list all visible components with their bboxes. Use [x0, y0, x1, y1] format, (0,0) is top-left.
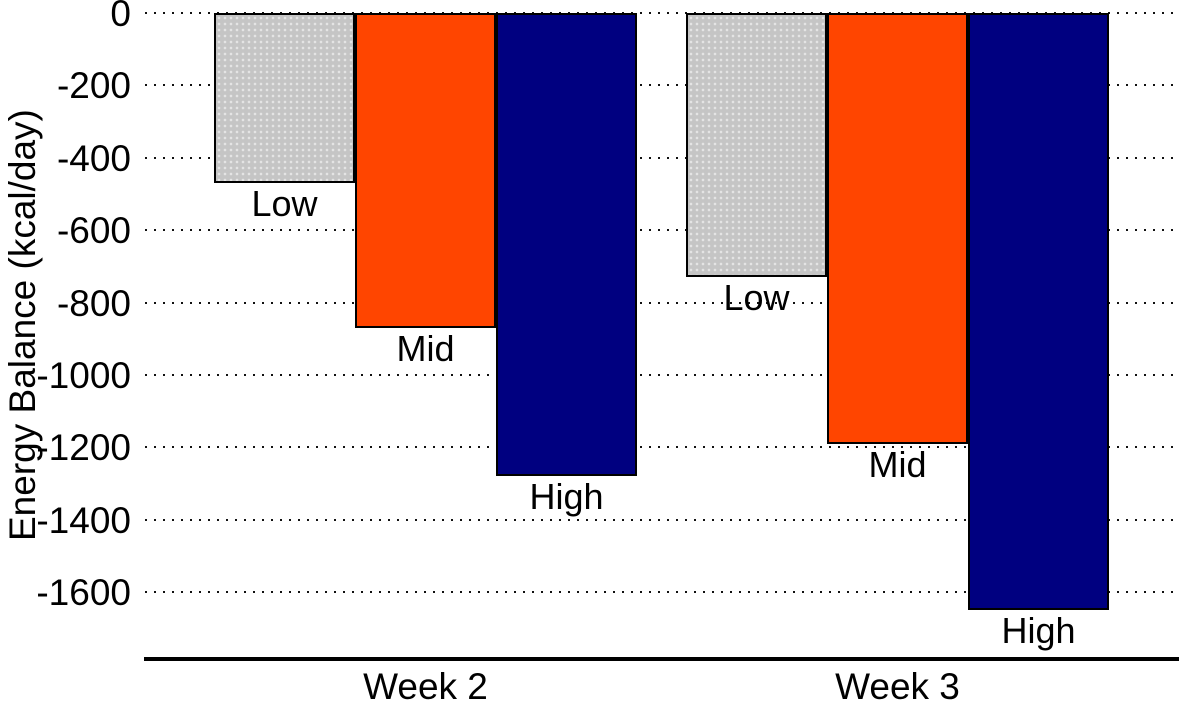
gridline--600: [145, 229, 1177, 232]
bar-week-3-high: [968, 13, 1109, 611]
gridline--200: [145, 84, 1177, 87]
y-tick-label--1400: -1400: [36, 499, 131, 541]
x-category-label-week-3: Week 3: [835, 666, 960, 702]
gridline--400: [145, 156, 1177, 159]
bar-label-week-2-low: Low: [251, 183, 318, 225]
gridline--1000: [145, 374, 1177, 376]
gridline-0: [145, 12, 1177, 14]
bar-label-week-3-low: Low: [723, 277, 790, 319]
bar-label-week-3-mid: Mid: [868, 443, 927, 485]
y-tick-label-0: 0: [110, 0, 131, 34]
y-tick-label--400: -400: [56, 137, 131, 179]
bar-label-week-2-mid: Mid: [396, 327, 455, 369]
y-tick-label--800: -800: [56, 282, 131, 324]
bar-week-3-low: [686, 13, 827, 278]
y-tick-label--1200: -1200: [36, 427, 131, 469]
bar-week-2-high: [496, 13, 637, 477]
x-axis-line: [144, 657, 1179, 661]
gridline--1200: [145, 446, 1177, 449]
bar-label-week-2-high: High: [529, 476, 604, 518]
y-tick-label--1000: -1000: [36, 355, 131, 396]
gridline--1600: [145, 591, 1177, 594]
gridline--800: [145, 301, 1177, 304]
bar-label-week-3-high: High: [1001, 610, 1076, 652]
x-category-label-week-2: Week 2: [363, 666, 488, 702]
bar-week-3-mid: [827, 13, 968, 444]
bar-week-2-mid: [355, 13, 496, 328]
y-tick-label--1600: -1600: [36, 572, 131, 614]
y-tick-label--600: -600: [56, 210, 131, 252]
bar-week-2-low: [214, 13, 355, 184]
gridline--1400: [145, 518, 1177, 521]
y-tick-label--200: -200: [56, 65, 131, 107]
